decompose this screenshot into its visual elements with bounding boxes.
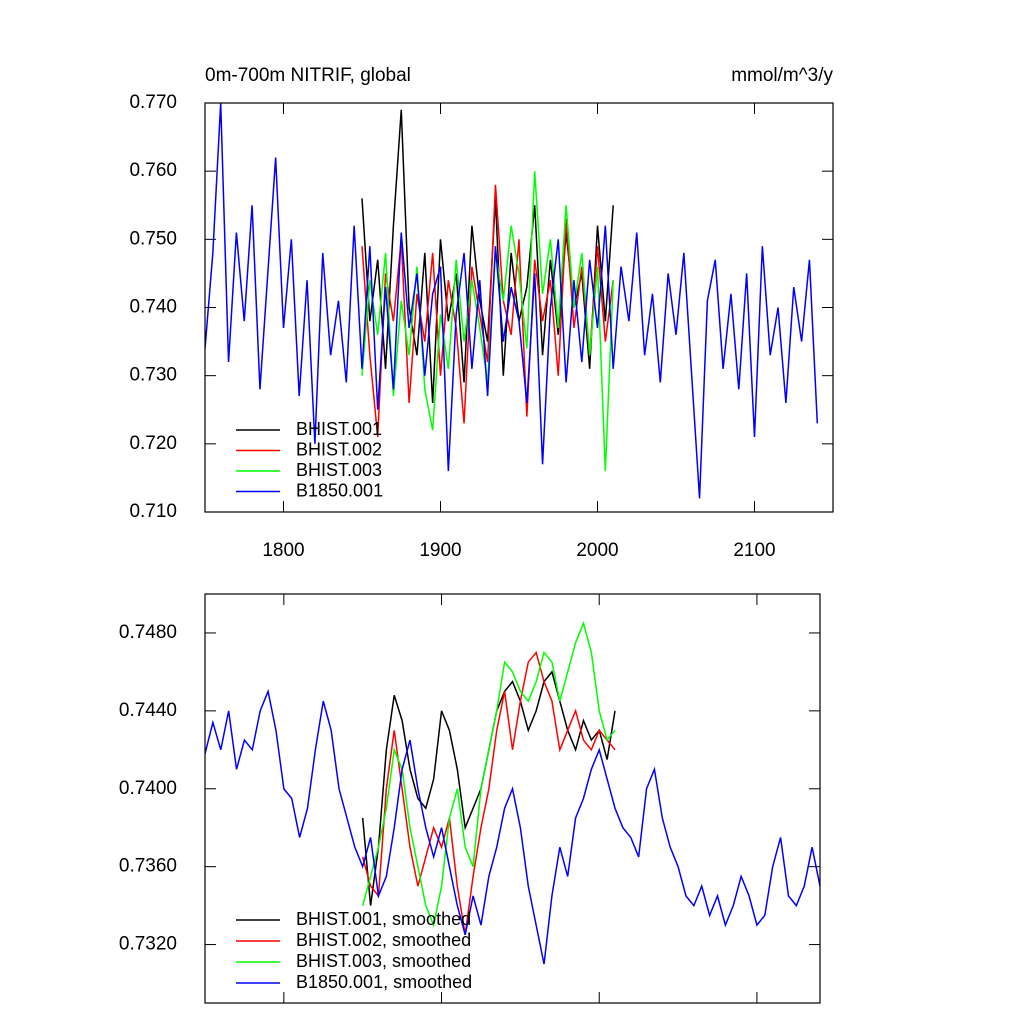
series-line — [205, 688, 820, 965]
legend-label: BHIST.003, smoothed — [296, 951, 471, 971]
y-tick-label: 0.750 — [129, 228, 177, 249]
y-tick-label: 0.770 — [129, 92, 177, 113]
series-line — [361, 650, 616, 935]
legend-label: B1850.001, smoothed — [296, 972, 472, 992]
plot-frame — [204, 593, 821, 1004]
series-line — [205, 103, 819, 499]
y-tick-label: 0.710 — [129, 501, 177, 522]
series-line — [361, 184, 614, 438]
y-tick-label: 0.7320 — [119, 934, 177, 955]
legend-label: BHIST.002, smoothed — [296, 930, 471, 950]
legend-label: BHIST.003 — [296, 460, 382, 480]
legend-label: B1850.001 — [296, 480, 383, 500]
y-tick-label: 0.7360 — [119, 856, 177, 877]
x-tick-label: 2100 — [733, 540, 775, 561]
y-tick-label: 0.760 — [129, 160, 177, 181]
x-tick-label: 2000 — [576, 540, 618, 561]
legend-label: BHIST.001 — [296, 419, 382, 439]
y-tick-label: 0.740 — [129, 297, 177, 318]
plot-area — [205, 620, 820, 965]
y-tick-label: 0.7440 — [119, 700, 177, 721]
series-line — [361, 620, 616, 928]
y-tick-label: 0.730 — [129, 365, 177, 386]
x-tick-label: 1800 — [262, 540, 304, 561]
plot-frame — [204, 102, 834, 513]
chart-title: 0m-700m NITRIF, global — [205, 65, 411, 86]
plot-area — [205, 103, 819, 499]
y-tick-label: 0.7400 — [119, 778, 177, 799]
y-tick-label: 0.720 — [129, 433, 177, 454]
legend-label: BHIST.002 — [296, 439, 382, 459]
y-tick-label: 0.7480 — [119, 622, 177, 643]
x-tick-label: 1900 — [419, 540, 461, 561]
units-label: mmol/m^3/y — [731, 65, 833, 86]
legend-label: BHIST.001, smoothed — [296, 909, 471, 929]
